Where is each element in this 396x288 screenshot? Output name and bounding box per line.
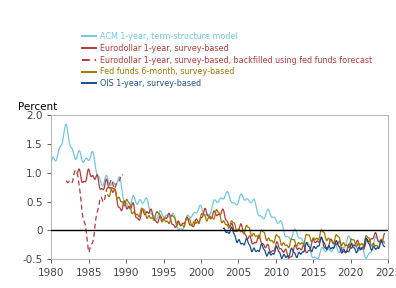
Legend: ACM 1-year, term-structure model, Eurodollar 1-year, survey-based, Eurodollar 1-: ACM 1-year, term-structure model, Eurodo…	[78, 29, 375, 92]
Text: Percent: Percent	[18, 102, 57, 112]
